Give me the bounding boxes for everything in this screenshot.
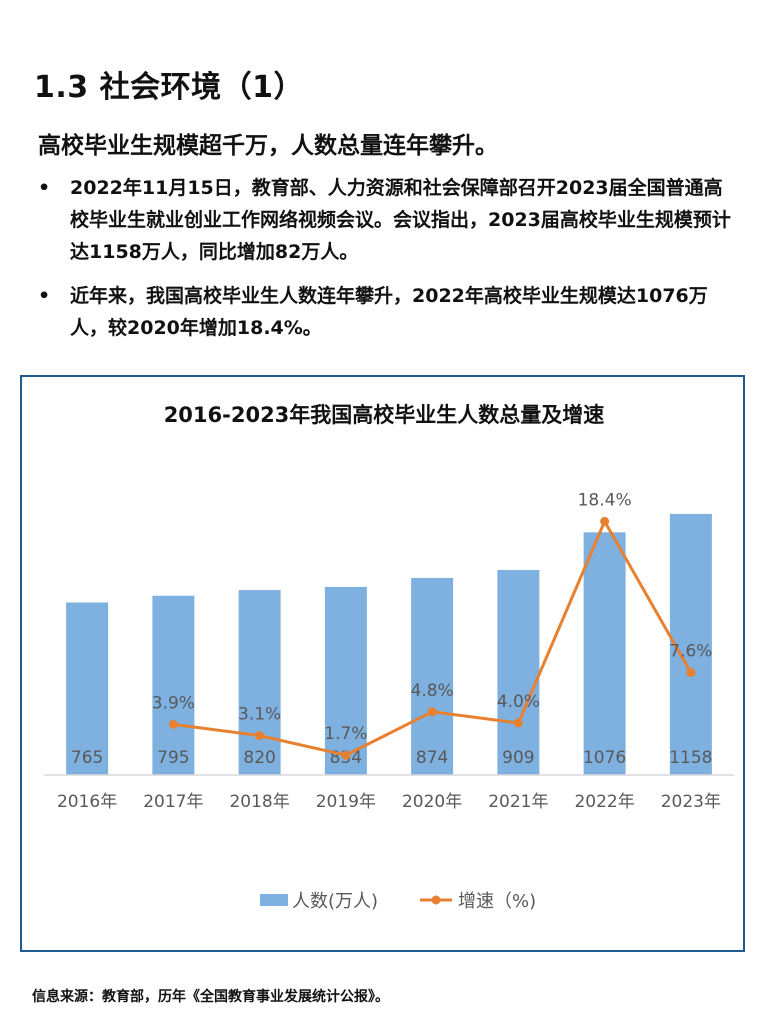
x-tick-label: 2023年 [661, 792, 721, 812]
x-tick-label: 2016年 [57, 792, 117, 812]
bar [669, 513, 712, 775]
growth-point [513, 718, 523, 728]
growth-point [168, 719, 178, 729]
bar [324, 586, 367, 775]
growth-value-label: 4.8% [411, 681, 454, 701]
growth-point [255, 731, 265, 741]
bullet-text: 近年来，我国高校毕业生人数连年攀升，2022年高校毕业生规模达1076万人，较2… [70, 285, 708, 339]
growth-point [600, 516, 610, 526]
bar [411, 577, 454, 775]
legend-line-marker [431, 895, 441, 905]
x-tick-label: 2022年 [574, 792, 634, 812]
growth-value-label: 7.6% [669, 642, 712, 662]
x-tick-label: 2017年 [143, 792, 203, 812]
growth-value-label: 3.9% [152, 693, 195, 713]
growth-value-label: 18.4% [578, 490, 632, 510]
bar-value-label: 1158 [669, 748, 712, 768]
bullet-text: 2022年11月15日，教育部、人力资源和社会保障部召开2023届全国普通高校毕… [70, 177, 731, 263]
combo-chart: 2016-2023年我国高校毕业生人数总量及增速 765795820834874… [44, 403, 734, 912]
x-tick-label: 2019年 [316, 792, 376, 812]
bar-value-label: 1076 [583, 748, 626, 768]
bullet-item: • 近年来，我国高校毕业生人数连年攀升，2022年高校毕业生规模达1076万人，… [38, 280, 738, 344]
bar [497, 570, 540, 775]
bar [583, 532, 626, 775]
section-title: 1.3 社会环境（1） [34, 70, 304, 105]
legend-line-label: 增速（%) [458, 891, 536, 912]
x-tick-label: 2018年 [229, 792, 289, 812]
bar-value-label: 765 [71, 748, 103, 768]
growth-value-label: 4.0% [497, 692, 540, 712]
growth-value-label: 1.7% [324, 724, 367, 744]
legend-bar-swatch [260, 894, 288, 906]
growth-value-label: 3.1% [238, 705, 281, 725]
subtitle: 高校毕业生规模超千万，人数总量连年攀升。 [38, 133, 498, 159]
bar-value-label: 820 [243, 748, 275, 768]
bar [238, 590, 281, 775]
x-tick-label: 2020年 [402, 792, 462, 812]
bar-value-label: 874 [416, 748, 448, 768]
bullet-marker: • [38, 285, 51, 307]
bullet-item: • 2022年11月15日，教育部、人力资源和社会保障部召开2023届全国普通高… [38, 172, 738, 268]
chart-title: 2016-2023年我国高校毕业生人数总量及增速 [164, 403, 605, 427]
bar [66, 602, 109, 775]
growth-point [427, 707, 437, 717]
bullet-marker: • [38, 177, 51, 199]
bar [152, 595, 195, 775]
bar-value-label: 909 [502, 748, 534, 768]
bullet-list: • 2022年11月15日，教育部、人力资源和社会保障部召开2023届全国普通高… [38, 172, 738, 356]
growth-point [341, 750, 351, 760]
chart-frame: 2016-2023年我国高校毕业生人数总量及增速 765795820834874… [20, 375, 745, 952]
growth-point [686, 668, 696, 678]
x-tick-label: 2021年 [488, 792, 548, 812]
bar-value-label: 795 [157, 748, 189, 768]
legend-bar-label: 人数(万人) [292, 891, 378, 912]
source-note: 信息来源：教育部，历年《全国教育事业发展统计公报》。 [32, 989, 389, 1005]
